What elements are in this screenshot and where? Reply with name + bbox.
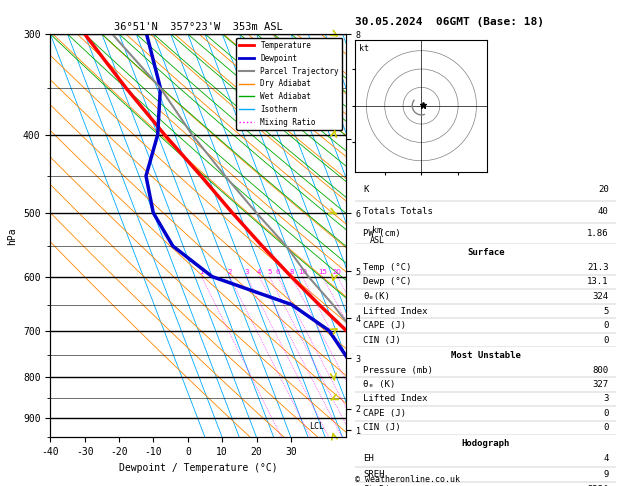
- Y-axis label: km
ASL: km ASL: [370, 226, 385, 245]
- Text: 20: 20: [333, 269, 342, 275]
- Text: 5: 5: [267, 269, 272, 275]
- Text: 3: 3: [245, 269, 249, 275]
- Text: 9: 9: [603, 470, 609, 479]
- Text: © weatheronline.co.uk: © weatheronline.co.uk: [355, 474, 460, 484]
- Text: Lifted Index: Lifted Index: [363, 307, 428, 315]
- Text: Surface: Surface: [467, 248, 504, 257]
- Text: 15: 15: [318, 269, 327, 275]
- Text: Lifted Index: Lifted Index: [363, 395, 428, 403]
- Text: 21.3: 21.3: [587, 263, 609, 272]
- Text: SREH: SREH: [363, 470, 385, 479]
- Text: CAPE (J): CAPE (J): [363, 321, 406, 330]
- Text: 30.05.2024  06GMT (Base: 18): 30.05.2024 06GMT (Base: 18): [355, 17, 544, 27]
- Text: 13.1: 13.1: [587, 278, 609, 286]
- Text: 800: 800: [593, 365, 609, 375]
- Text: 4: 4: [603, 454, 609, 464]
- Text: 1.86: 1.86: [587, 229, 609, 238]
- Text: 40: 40: [598, 207, 609, 216]
- Text: 2: 2: [227, 269, 231, 275]
- Text: 323°: 323°: [587, 485, 609, 486]
- Text: θₑ (K): θₑ (K): [363, 380, 396, 389]
- Text: EH: EH: [363, 454, 374, 464]
- Text: 327: 327: [593, 380, 609, 389]
- Text: 6: 6: [276, 269, 280, 275]
- Text: Pressure (mb): Pressure (mb): [363, 365, 433, 375]
- Text: K: K: [363, 185, 369, 194]
- Text: CIN (J): CIN (J): [363, 336, 401, 345]
- Text: Hodograph: Hodograph: [462, 439, 510, 448]
- Text: 20: 20: [598, 185, 609, 194]
- Text: Totals Totals: Totals Totals: [363, 207, 433, 216]
- Text: 0: 0: [603, 321, 609, 330]
- Text: kt: kt: [359, 44, 369, 52]
- Text: 0: 0: [603, 336, 609, 345]
- Y-axis label: hPa: hPa: [8, 227, 18, 244]
- Text: Temp (°C): Temp (°C): [363, 263, 411, 272]
- Text: Most Unstable: Most Unstable: [451, 351, 521, 360]
- Text: 8: 8: [289, 269, 294, 275]
- Text: StmDir: StmDir: [363, 485, 396, 486]
- Text: CIN (J): CIN (J): [363, 423, 401, 432]
- Text: 4: 4: [257, 269, 262, 275]
- Text: PW (cm): PW (cm): [363, 229, 401, 238]
- Text: 10: 10: [298, 269, 307, 275]
- Text: θₑ(K): θₑ(K): [363, 292, 390, 301]
- Text: Dewp (°C): Dewp (°C): [363, 278, 411, 286]
- Text: CAPE (J): CAPE (J): [363, 409, 406, 418]
- X-axis label: Dewpoint / Temperature (°C): Dewpoint / Temperature (°C): [119, 463, 277, 473]
- Text: 1: 1: [199, 269, 204, 275]
- Legend: Temperature, Dewpoint, Parcel Trajectory, Dry Adiabat, Wet Adiabat, Isotherm, Mi: Temperature, Dewpoint, Parcel Trajectory…: [236, 38, 342, 130]
- Text: 0: 0: [603, 423, 609, 432]
- Text: LCL: LCL: [309, 422, 324, 432]
- Text: 3: 3: [603, 395, 609, 403]
- Text: 5: 5: [603, 307, 609, 315]
- Text: 324: 324: [593, 292, 609, 301]
- Text: 0: 0: [603, 409, 609, 418]
- Title: 36°51'N  357°23'W  353m ASL: 36°51'N 357°23'W 353m ASL: [114, 22, 282, 32]
